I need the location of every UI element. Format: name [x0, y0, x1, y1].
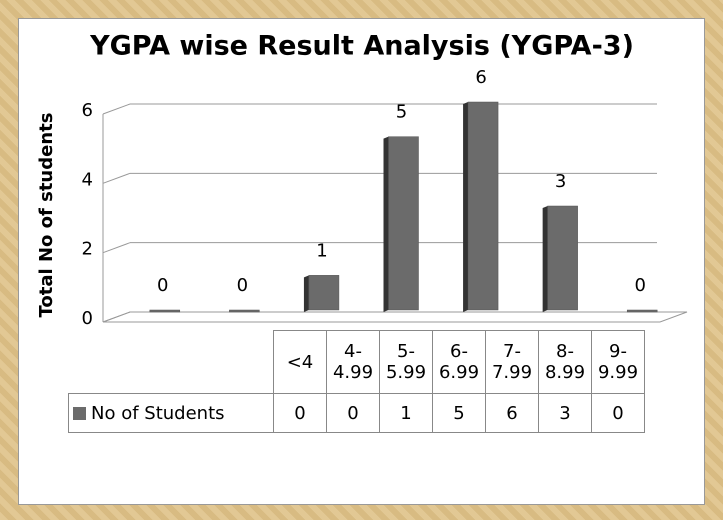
table-header: <4 4-4.99 5-5.99 6-6.99 7-7.99 8-8.99 9-9.99	[69, 330, 645, 394]
bar	[626, 309, 658, 313]
data-label: 1	[316, 240, 327, 261]
grid-line-side	[102, 311, 131, 323]
bar	[547, 205, 578, 311]
data-table: <4 4-4.99 5-5.99 6-6.99 7-7.99 8-8.99 9-9.99 N…	[68, 330, 645, 433]
legend-cell: No of Students	[68, 393, 274, 433]
category-cell: 4-4.99	[326, 330, 380, 394]
value-cell: 6	[485, 393, 539, 433]
value-cell: 0	[591, 393, 645, 433]
y-tick-label: 0	[82, 308, 93, 329]
value-cell: 3	[538, 393, 592, 433]
bar-side	[303, 275, 309, 312]
y-tick-label: 6	[82, 100, 93, 121]
data-label: 0	[157, 275, 168, 296]
data-label: 3	[555, 171, 566, 192]
bar-side	[383, 136, 389, 312]
category-cell: 6-6.99	[432, 330, 486, 394]
data-label: 0	[634, 275, 645, 296]
category-cell: 5-5.99	[379, 330, 433, 394]
data-label: 5	[396, 102, 407, 123]
value-cell: 5	[432, 393, 486, 433]
floor	[102, 311, 688, 323]
bar-side	[542, 206, 548, 312]
data-label: 0	[237, 275, 248, 296]
bar	[149, 309, 181, 313]
value-cell: 0	[326, 393, 380, 433]
table-row: No of Students 0 0 1 5 6 3 0	[68, 393, 645, 433]
category-cell: 8-8.99	[538, 330, 592, 394]
bar	[229, 309, 260, 313]
grid-line-side	[102, 172, 131, 184]
bar-side	[463, 102, 469, 312]
bar	[308, 275, 340, 311]
category-cell: <4	[273, 330, 327, 394]
y-tick-label: 2	[82, 239, 93, 260]
y-axis-label: Total No of students	[36, 113, 57, 318]
bar	[388, 136, 419, 311]
blank-cell	[69, 331, 274, 394]
bar	[467, 101, 499, 311]
category-cell: 9-9.99	[591, 330, 645, 394]
grid-line-side	[102, 103, 131, 115]
legend-label: No of Students	[91, 402, 225, 424]
y-tick-label: 4	[82, 169, 93, 190]
category-cell: 7-7.99	[485, 330, 539, 394]
chart-title: YGPA wise Result Analysis (YGPA-3)	[89, 31, 634, 62]
data-label: 6	[475, 67, 486, 88]
value-cell: 1	[379, 393, 433, 433]
grid-line-side	[102, 242, 131, 254]
value-cell: 0	[273, 393, 327, 433]
legend-swatch	[73, 406, 86, 420]
